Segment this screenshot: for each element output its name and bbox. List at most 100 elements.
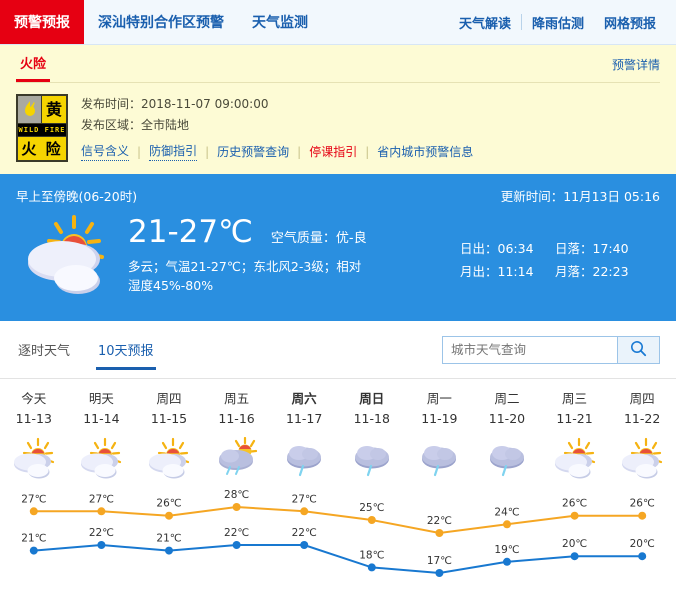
forecast-day-column[interactable]: 周四 11-15 xyxy=(135,389,203,429)
sun-cloud-icon xyxy=(16,211,128,303)
link-separator: | xyxy=(205,144,210,159)
forecast-day-name: 周五 xyxy=(224,391,250,406)
link-defense-guide[interactable]: 防御指引 xyxy=(149,142,198,161)
nav-item-weather-interpretation[interactable]: 天气解读 xyxy=(449,13,521,32)
high-temp-point[interactable] xyxy=(367,516,376,524)
forecast-date: 11-20 xyxy=(488,411,526,426)
high-temp-label: 24℃ xyxy=(494,506,519,518)
low-temp-point[interactable] xyxy=(97,541,106,549)
link-separator: | xyxy=(297,144,302,159)
low-temp-point[interactable] xyxy=(638,552,647,561)
link-separator: | xyxy=(137,144,142,159)
tab-ten-day-forecast[interactable]: 10天预报 xyxy=(96,334,156,370)
high-temp-point[interactable] xyxy=(232,503,241,511)
weather-tabs-bar: 逐时天气 10天预报 xyxy=(0,321,676,379)
forecast-date: 11-22 xyxy=(623,411,661,426)
forecast-day-column[interactable]: 明天 11-14 xyxy=(68,389,136,429)
alert-issue-time-label: 发布时间： xyxy=(81,97,142,111)
forecast-period-label: 早上至傍晚(06-20时) xyxy=(16,189,138,204)
high-temp-label: 27℃ xyxy=(21,493,46,505)
alert-tab-fire-risk[interactable]: 火险 xyxy=(16,53,51,82)
alert-links: 信号含义 | 防御指引 | 历史预警查询 | 停课指引 | 省内城市预警信息 xyxy=(81,142,660,161)
forecast-date: 11-13 xyxy=(15,411,52,426)
temperature-chart: 27℃ 27℃ 26℃ 28℃ 27℃ 25℃ 22℃ 24℃ 26℃ 26℃ 21℃ 22℃ 21℃ 2… xyxy=(0,485,676,585)
high-temp-point[interactable] xyxy=(165,511,173,520)
high-temp-label: 26℃ xyxy=(156,498,181,510)
search-button[interactable] xyxy=(617,335,660,364)
low-temp-point[interactable] xyxy=(300,541,309,549)
forecast-day-name: 周四 xyxy=(156,391,182,406)
nav-label: 天气解读 xyxy=(458,16,511,32)
sun-cloud-icon xyxy=(135,433,203,485)
forecast-day-headers: 今天 11-13 明天 11-14 周四 11-15 周五 11-16 周六 11-17 周日 11-… xyxy=(0,379,676,429)
high-temp-line xyxy=(33,505,643,535)
nav-item-weather-monitor[interactable]: 天气监测 xyxy=(238,0,322,44)
forecast-day-column[interactable]: 今天 11-13 xyxy=(0,389,68,429)
forecast-day-column[interactable]: 周三 11-21 xyxy=(541,389,609,429)
warning-type-text: 火 险 xyxy=(18,136,66,160)
nav-label: 网格预报 xyxy=(603,16,656,32)
low-temp-point[interactable] xyxy=(503,557,511,566)
link-province-city-warnings[interactable]: 省内城市预警信息 xyxy=(377,145,474,159)
alert-info: 发布时间：2018-11-07 09:00:00 发布区域：全市陆地 信号含义 … xyxy=(81,94,660,162)
forecast-day-column[interactable]: 周四 11-22 xyxy=(608,389,676,429)
cloud-rain-icon xyxy=(270,433,338,485)
sun-cloud-icon xyxy=(68,433,136,485)
high-temp-point[interactable] xyxy=(97,507,106,516)
nav-item-grid-forecast[interactable]: 网格预报 xyxy=(594,13,666,32)
high-temp-point[interactable] xyxy=(570,511,579,520)
sun-cloud-icon xyxy=(541,433,609,485)
high-temp-label: 27℃ xyxy=(89,493,114,505)
forecast-day-name: 周四 xyxy=(629,391,655,406)
current-temperature: 21-27℃ xyxy=(128,214,253,250)
low-temp-point[interactable] xyxy=(232,541,241,549)
forecast-date: 11-19 xyxy=(421,411,458,426)
low-temp-line xyxy=(33,543,643,575)
forecast-date: 11-21 xyxy=(556,411,593,426)
link-signal-meaning[interactable]: 信号含义 xyxy=(81,142,130,161)
sun-cloud-icon xyxy=(608,433,676,485)
nav-item-shenshan-warning[interactable]: 深汕特别合作区预警 xyxy=(84,0,238,44)
high-temp-point[interactable] xyxy=(300,507,309,516)
nav-item-warning-forecast[interactable]: 预警预报 xyxy=(0,0,84,44)
low-temp-label: 22℃ xyxy=(292,527,317,539)
forecast-day-column[interactable]: 周一 11-19 xyxy=(406,389,474,429)
forecast-date: 11-17 xyxy=(286,411,323,426)
high-temp-point[interactable] xyxy=(29,507,38,516)
flame-icon xyxy=(18,96,42,123)
nav-divider xyxy=(520,14,522,30)
temperature-chart-svg: 27℃ 27℃ 26℃ 28℃ 27℃ 25℃ 22℃ 24℃ 26℃ 26℃ 21℃ 22℃ 21℃ 2… xyxy=(21,489,655,577)
search-icon xyxy=(630,340,647,360)
low-temp-label: 20℃ xyxy=(562,538,587,550)
banner-top-row: 早上至傍晚(06-20时) 更新时间：11月13日 05:16 xyxy=(16,186,660,205)
forecast-day-column[interactable]: 周五 11-16 xyxy=(203,389,271,429)
high-temp-point[interactable] xyxy=(638,511,647,520)
forecast-day-name: 今天 xyxy=(21,391,47,406)
tab-hourly-weather[interactable]: 逐时天气 xyxy=(16,334,72,366)
low-temp-point[interactable] xyxy=(435,569,444,577)
warning-level-char: 黄 xyxy=(45,99,62,119)
nav-item-rainfall-estimate[interactable]: 降雨估测 xyxy=(522,13,594,32)
banner-text-block: 21-27℃ 空气质量：优-良 多云；气温21-27℃；东北风2-3级；相对湿度… xyxy=(128,211,460,303)
tab-label: 10天预报 xyxy=(98,343,154,359)
low-temp-point[interactable] xyxy=(165,546,173,555)
high-temp-point[interactable] xyxy=(435,529,444,537)
weather-description: 多云；气温21-27℃；东北风2-3级；相对湿度45%-80% xyxy=(128,259,362,293)
high-temp-point[interactable] xyxy=(503,520,511,529)
alert-area-value: 全市陆地 xyxy=(141,118,190,132)
forecast-day-column[interactable]: 周二 11-20 xyxy=(473,389,541,429)
cloud-rain-icon xyxy=(406,433,474,485)
link-separator: | xyxy=(365,144,370,159)
link-class-suspension-guide[interactable]: 停课指引 xyxy=(309,145,358,159)
alert-detail-link[interactable]: 预警详情 xyxy=(612,56,660,82)
low-temp-point[interactable] xyxy=(367,563,376,572)
forecast-day-column[interactable]: 周日 11-18 xyxy=(338,389,406,429)
search-input[interactable] xyxy=(442,335,617,364)
link-history-query[interactable]: 历史预警查询 xyxy=(217,145,290,159)
forecast-icons-row xyxy=(0,433,676,485)
low-temp-point[interactable] xyxy=(570,552,579,561)
low-temp-point[interactable] xyxy=(29,546,38,555)
forecast-day-column[interactable]: 周六 11-17 xyxy=(270,389,338,429)
ten-day-forecast: 今天 11-13 明天 11-14 周四 11-15 周五 11-16 周六 11-17 周日 11-… xyxy=(0,379,676,585)
